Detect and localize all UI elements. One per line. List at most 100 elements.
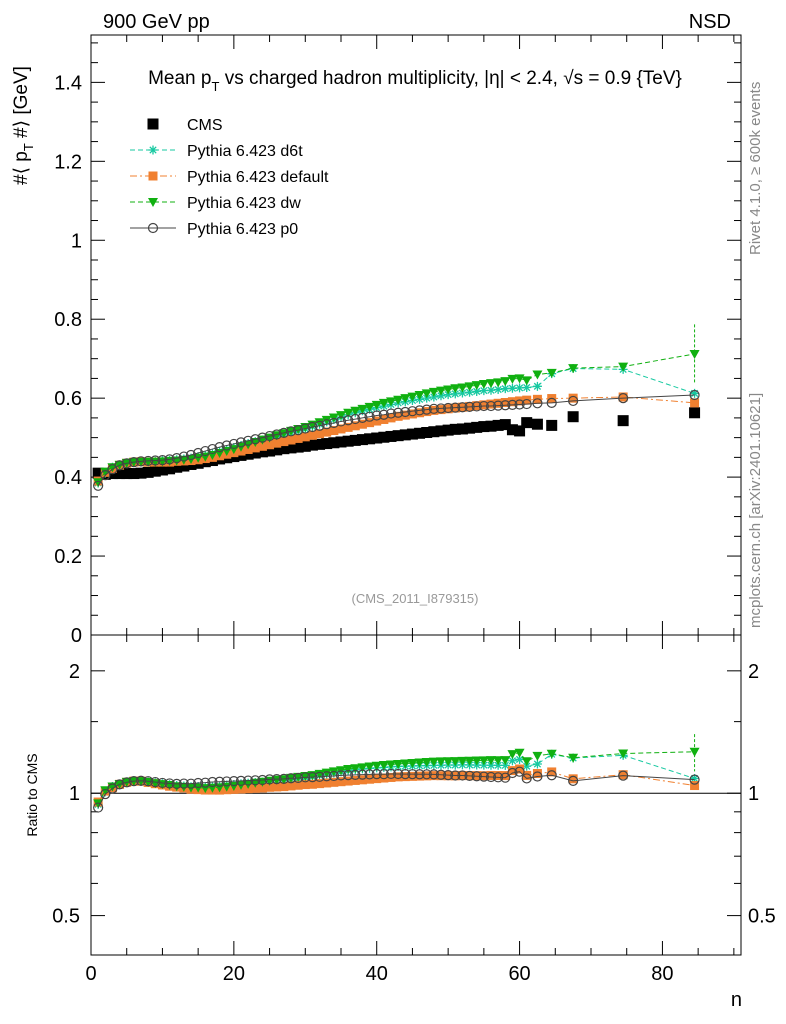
ratio-point-pythia-6-423-default <box>443 771 453 781</box>
point-cms <box>142 466 154 478</box>
ratio-point-pythia-6-423-dw <box>568 753 579 763</box>
point-pythia-6-423-dw <box>393 395 404 405</box>
ratio-point-pythia-6-423-p0 <box>264 774 275 785</box>
point-cms <box>292 441 304 453</box>
point-pythia-6-423-p0 <box>450 402 461 413</box>
ratio-point-pythia-6-423-p0 <box>357 769 368 780</box>
point-pythia-6-423-p0 <box>385 408 397 419</box>
point-pythia-6-423-dw <box>464 382 475 392</box>
ratio-point-pythia-6-423-default <box>493 771 503 781</box>
point-cms <box>92 467 104 479</box>
header-left: 900 GeV pp <box>103 11 210 33</box>
point-pythia-6-423-p0 <box>135 456 147 467</box>
ratio-point-pythia-6-423-p0 <box>235 775 247 786</box>
ratio-point-pythia-6-423-dw <box>386 760 396 770</box>
ratio-point-pythia-6-423-dw <box>514 748 525 758</box>
ratio-point-pythia-6-423-p0 <box>207 776 218 788</box>
point-pythia-6-423-default <box>422 407 432 417</box>
ratio-point-pythia-6-423-dw <box>618 749 629 759</box>
point-pythia-6-423-default <box>322 427 332 437</box>
y-tick-label: 0.8 <box>54 309 82 331</box>
point-cms <box>306 439 318 451</box>
point-pythia-6-423-p0 <box>100 470 111 481</box>
ratio-point-pythia-6-423-p0 <box>271 774 282 785</box>
point-cms <box>164 463 176 475</box>
point-pythia-6-423-dw <box>371 400 382 410</box>
ratio-point-pythia-6-423-p0 <box>500 772 511 783</box>
ratio-point-pythia-6-423-default <box>618 770 628 780</box>
ratio-point-pythia-6-423-p0 <box>321 771 332 782</box>
analysis-label: (CMS_2011_I879315) <box>352 591 479 606</box>
point-pythia-6-423-p0 <box>371 410 382 421</box>
point-pythia-6-423-dw <box>400 394 411 404</box>
point-pythia-6-423-default <box>315 429 325 439</box>
ratio-line-pythia-6-423-dw <box>97 751 695 804</box>
ratio-point-pythia-6-423-default <box>315 779 325 789</box>
point-pythia-6-423-p0 <box>228 438 239 450</box>
ratio-point-pythia-6-423-default <box>422 771 432 781</box>
point-pythia-6-423-dw <box>350 406 361 416</box>
point-pythia-6-423-p0 <box>350 413 361 425</box>
point-pythia-6-423-default <box>265 440 275 450</box>
point-cms <box>392 430 404 442</box>
point-pythia-6-423-p0 <box>178 451 189 462</box>
point-cms <box>531 418 543 430</box>
point-cms <box>114 468 126 480</box>
point-pythia-6-423-p0 <box>207 443 218 455</box>
point-pythia-6-423-p0 <box>300 423 311 434</box>
point-pythia-6-423-dw <box>357 404 368 414</box>
ratio-point-pythia-6-423-p0 <box>257 774 268 786</box>
ratio-point-pythia-6-423-p0 <box>689 774 700 785</box>
ratio-point-pythia-6-423-dw <box>478 756 489 766</box>
point-cms <box>399 429 411 441</box>
point-pythia-6-423-p0 <box>478 400 489 412</box>
point-pythia-6-423-p0 <box>214 442 225 453</box>
ratio-point-pythia-6-423-p0 <box>293 772 304 784</box>
ratio-point-pythia-6-423-dw <box>300 771 311 781</box>
point-pythia-6-423-p0 <box>457 402 468 413</box>
ratio-point-pythia-6-423-p0 <box>546 770 557 781</box>
ratio-point-pythia-6-423-dw <box>457 756 468 766</box>
point-pythia-6-423-p0 <box>271 429 282 440</box>
point-pythia-6-423-p0 <box>443 402 454 414</box>
point-pythia-6-423-default <box>690 398 700 408</box>
point-cms <box>285 442 297 454</box>
ratio-point-pythia-6-423-default <box>343 776 353 786</box>
x-tick-label: 20 <box>223 963 245 985</box>
point-pythia-6-423-p0 <box>514 399 525 410</box>
point-cms <box>121 468 133 480</box>
legend-marker-pythia-6-423-p0 <box>147 222 159 234</box>
point-cms <box>385 430 397 442</box>
point-pythia-6-423-p0 <box>421 404 432 415</box>
point-pythia-6-423-dw <box>343 408 354 418</box>
ratio-point-pythia-6-423-default <box>472 771 482 781</box>
point-cms <box>521 417 533 429</box>
point-pythia-6-423-p0 <box>121 458 132 469</box>
ratio-point-pythia-6-423-p0 <box>414 769 425 780</box>
x-tick-label: 0 <box>85 963 96 985</box>
ratio-point-pythia-6-423-dw <box>378 760 389 770</box>
point-cms <box>464 422 476 434</box>
point-pythia-6-423-d6t <box>493 384 503 394</box>
ratio-point-pythia-6-423-p0 <box>100 788 111 800</box>
point-cms <box>171 461 183 473</box>
ratio-point-pythia-6-423-default <box>690 781 700 791</box>
point-pythia-6-423-p0 <box>435 403 447 414</box>
ratio-point-pythia-6-423-p0 <box>350 769 361 780</box>
ratio-point-pythia-6-423-p0 <box>478 771 489 782</box>
ratio-point-pythia-6-423-dw <box>350 764 361 774</box>
point-cms <box>506 424 518 436</box>
point-pythia-6-423-p0 <box>471 401 482 412</box>
legend-marker-pythia-6-423-dw <box>148 198 158 207</box>
y-tick-label: 0 <box>71 625 82 647</box>
ratio-point-pythia-6-423-dw <box>507 750 518 760</box>
point-pythia-6-423-d6t <box>450 389 460 399</box>
point-pythia-6-423-default <box>400 410 410 420</box>
ratio-point-pythia-6-423-d6t <box>690 773 700 783</box>
ratio-point-pythia-6-423-dw <box>486 756 496 766</box>
legend-label-pythia-6-423-p0: Pythia 6.423 p0 <box>187 221 298 238</box>
point-pythia-6-423-p0 <box>114 460 125 471</box>
point-pythia-6-423-p0 <box>546 397 557 408</box>
point-pythia-6-423-default <box>472 401 482 411</box>
point-pythia-6-423-default <box>515 396 525 406</box>
